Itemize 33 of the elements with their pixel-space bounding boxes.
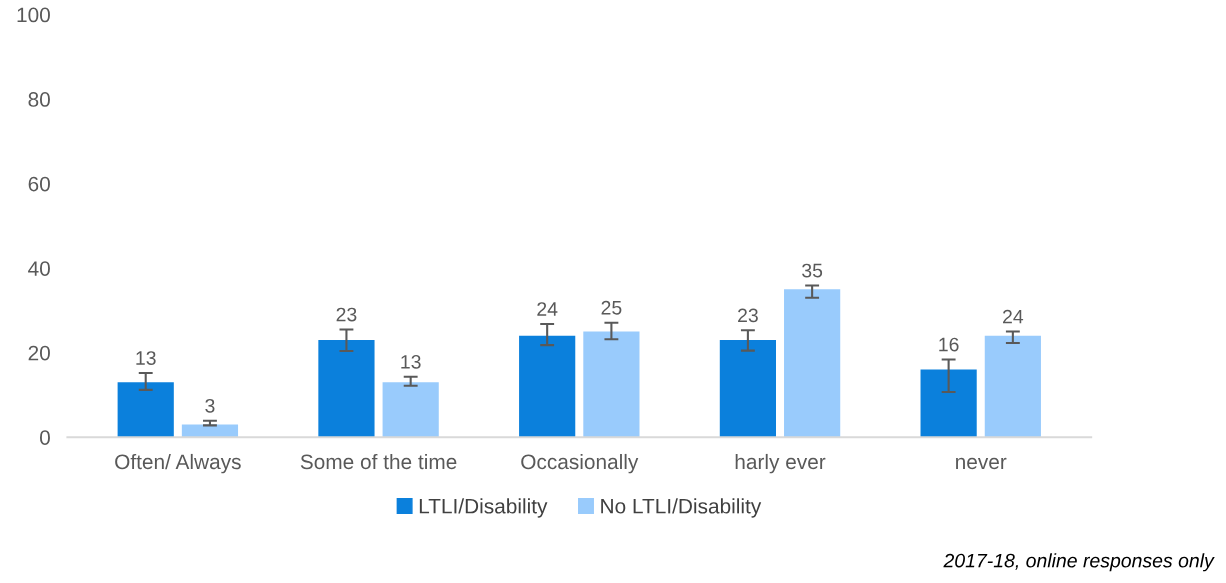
bar <box>719 340 776 438</box>
bar <box>784 289 841 438</box>
bar <box>318 340 375 438</box>
bar <box>920 369 977 438</box>
y-tick-label: 40 <box>28 261 50 276</box>
x-tick-label: Often/ Always <box>115 453 241 474</box>
data-label: 35 <box>802 263 823 278</box>
x-tick-label: never <box>956 457 1007 470</box>
bar <box>382 382 439 438</box>
bar <box>583 331 640 438</box>
x-tick-label: Some of the time <box>300 453 457 470</box>
text: 2017-18, online responses only <box>943 553 1215 572</box>
x-tick-label: Occasionally <box>521 453 639 474</box>
y-tick-label: 20 <box>28 345 50 361</box>
data-label: 16 <box>939 337 959 352</box>
x-tick-label: harly ever <box>735 453 826 474</box>
y-tick-label: 60 <box>28 176 50 192</box>
y-tick-label: 80 <box>28 92 50 107</box>
bar <box>117 382 174 438</box>
y-tick-label: 100 <box>17 7 50 23</box>
legend-label: LTLI/Disability <box>419 498 548 518</box>
y-tick-label: 0 <box>39 430 50 445</box>
data-label: 25 <box>601 300 622 315</box>
bar <box>519 335 576 438</box>
data-label: 3 <box>205 398 215 413</box>
data-label: 24 <box>1003 309 1024 324</box>
data-label: 23 <box>738 308 758 323</box>
data-label: 23 <box>336 307 357 322</box>
data-label: 13 <box>401 354 421 369</box>
bar <box>984 335 1041 438</box>
legend-label: No LTLI/Disability <box>601 498 762 518</box>
data-label: 24 <box>537 302 558 316</box>
data-label: 13 <box>136 351 156 365</box>
